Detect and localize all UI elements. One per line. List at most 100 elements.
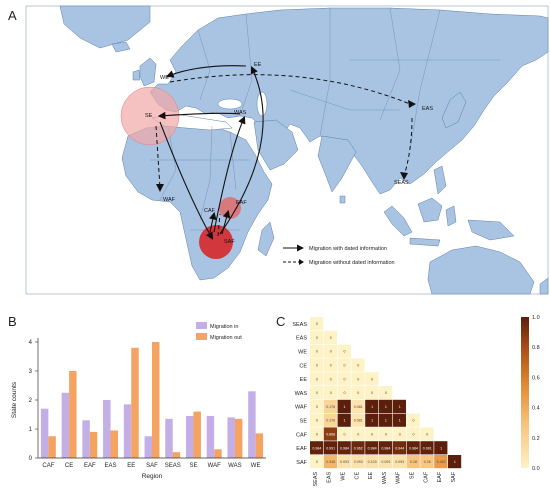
bar-se-out <box>193 411 201 458</box>
heat-cell-waf-waf <box>392 399 406 413</box>
heat-cell-value: 0.962 <box>354 446 363 450</box>
landmasses <box>59 5 549 295</box>
colorbar-tick-label: 0.2 <box>532 436 540 442</box>
heat-cell-waf-was <box>379 399 393 413</box>
world-map: WE EE SE WAS EAS SEAS WAF CAF EAF SAF Migration w… <box>25 5 549 295</box>
iceland-land <box>111 41 131 53</box>
region-label-was: WAS <box>234 110 247 116</box>
heat-cell-value: 1 <box>440 446 442 450</box>
legend-swatch-out <box>196 333 207 340</box>
panel-label-a: A <box>8 8 17 23</box>
heat-cell-ce-seas <box>310 358 324 372</box>
heat-cell-value: 0 <box>316 460 318 464</box>
heat-cell-value: 0 <box>413 433 415 437</box>
heat-cell-ee-we <box>337 372 351 386</box>
heat-cell-saf-we <box>337 455 351 469</box>
bar-we-out <box>255 433 264 458</box>
heat-cell-value: 1 <box>344 405 346 409</box>
row-label-waf: WAF <box>295 405 308 411</box>
colorbar-tick-label: 0.6 <box>532 375 540 381</box>
heat-cell-was-was <box>379 386 393 400</box>
arrow-saf-eaf <box>221 209 231 235</box>
heat-cell-value: 1 <box>371 405 373 409</box>
colorbar-ticks: 0.0 0.2 0.4 0.6 0.8 1.0 <box>532 315 540 472</box>
heat-cell-caf-waf <box>392 427 406 441</box>
heat-cell-value: 0 <box>344 364 346 368</box>
region-label-we: WE <box>160 75 169 81</box>
bar-was-out <box>234 418 243 458</box>
heat-cell-value: 0 <box>316 419 318 423</box>
heat-cell-value: 0 <box>316 391 318 395</box>
bar-we-in <box>248 391 256 458</box>
borneo-land <box>417 197 443 223</box>
bar-marks <box>40 342 264 458</box>
bar-se-in <box>185 415 194 458</box>
heat-cell-value: 0 <box>344 433 346 437</box>
heat-cell-value: 0 <box>426 433 428 437</box>
heat-cell-eas-eas <box>323 330 337 344</box>
heat-cell-saf-was <box>379 455 393 469</box>
heat-cell-value: 0.984 <box>340 446 349 450</box>
y-tick-label: 0 <box>29 456 33 462</box>
heat-cell-value: 0.093 <box>354 460 363 464</box>
y-axis-title: State counts <box>11 381 18 418</box>
col-label-was: WAS <box>382 471 388 484</box>
heat-cell-seas-seas <box>310 317 324 331</box>
region-label-ee: EE <box>254 62 262 68</box>
heat-cell-value: 0 <box>330 364 332 368</box>
heat-cell-saf-seas <box>310 455 324 469</box>
heat-cell-se-we <box>337 413 351 427</box>
colorbar-tick-label: 1.0 <box>532 315 540 321</box>
arrow-se-saf <box>159 121 214 240</box>
heat-cell-value: 0.103 <box>368 460 377 464</box>
bar-legend: Migration in Migration out <box>196 322 242 341</box>
heat-cell-ee-seas <box>310 372 324 386</box>
heat-cell-saf-ce <box>351 455 365 469</box>
bar-caf-in <box>40 408 49 458</box>
philippines-land <box>433 165 447 195</box>
row-label-ee: EE <box>300 377 308 383</box>
heat-cell-eas-seas <box>310 330 324 344</box>
heat-cell-ce-ce <box>351 358 365 372</box>
heat-cell-value: 0 <box>316 336 318 340</box>
heat-cell-value: 0.463 <box>437 460 446 464</box>
x-tick-label: WE <box>251 463 261 469</box>
british-isles-land <box>139 57 157 87</box>
heat-cell-was-we <box>337 386 351 400</box>
heat-cell-ce-eas <box>323 358 337 372</box>
heat-cell-value: 0 <box>330 336 332 340</box>
heat-cell-ee-ce <box>351 372 365 386</box>
heat-cell-we-eas <box>323 344 337 358</box>
bar-ee-out <box>131 347 139 458</box>
heat-cell-value: 0.176 <box>326 419 335 423</box>
heat-cell-value: 0 <box>413 419 415 423</box>
colorbar <box>521 317 529 468</box>
row-label-saf: SAF <box>296 460 307 466</box>
heat-cell-value: 0.093 <box>381 460 390 464</box>
heat-cell-we-we <box>337 344 351 358</box>
heat-cell-value: 0 <box>357 364 359 368</box>
sri-lanka-land <box>339 195 346 204</box>
heat-cell-eaf-we <box>337 441 351 455</box>
x-tick-label: CAF <box>42 463 54 469</box>
bar-eaf-out <box>89 431 98 458</box>
heat-cell-ee-eas <box>323 372 337 386</box>
y-tick-label: 3 <box>29 369 33 375</box>
heat-cell-saf-caf <box>420 455 434 469</box>
heat-cell-saf-eas <box>323 455 337 469</box>
row-label-eas: EAS <box>296 336 307 342</box>
heat-cell-se-se <box>406 413 420 427</box>
heat-cell-value: 0 <box>316 405 318 409</box>
heat-cell-value: 0.081 <box>354 405 363 409</box>
bar-ee-in <box>123 404 132 458</box>
heat-cell-value: 0 <box>316 322 318 326</box>
heat-cell-caf-ce <box>351 427 365 441</box>
row-label-eaf: EAF <box>296 446 307 452</box>
heat-cell-value: 0.348 <box>326 460 335 464</box>
heat-cell-waf-seas <box>310 399 324 413</box>
heat-cell-was-seas <box>310 386 324 400</box>
legend-dated-label: Migration with dated information <box>309 246 387 252</box>
heat-cell-value: 1 <box>454 460 456 464</box>
heat-cell-value: 0.984 <box>312 446 321 450</box>
heat-cell-value: 0 <box>344 377 346 381</box>
